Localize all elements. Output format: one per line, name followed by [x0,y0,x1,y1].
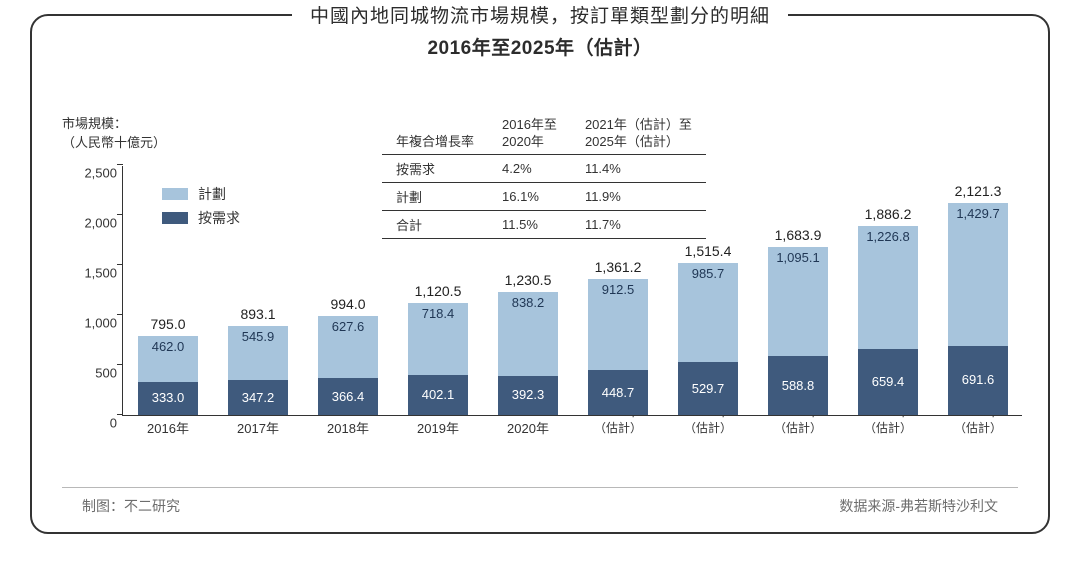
bar-value-top: 912.5 [588,283,648,296]
bar-value-bottom: 392.3 [498,388,558,401]
bar-group: 1,230.5838.2392.3 [498,292,558,415]
xtick-label: 2016年 [123,420,213,437]
bar-segment-top: 1,226.8 [858,226,918,349]
bar-segment-bottom: 529.7 [678,362,738,415]
bar-total-label: 2,121.3 [948,183,1008,199]
bar-group: 893.1545.9347.2 [228,326,288,415]
bar-segment-top: 462.0 [138,336,198,382]
bar-segment-top: 985.7 [678,263,738,362]
bar-total-label: 1,120.5 [408,283,468,299]
footer-right: 数据来源-弗若斯特沙利文 [839,496,998,516]
bar-total-label: 994.0 [318,296,378,312]
bar-value-top: 462.0 [138,340,198,353]
title-block: 中國內地同城物流市場規模，按訂單類型劃分的明細 2016年至2025年（估計） [292,4,788,64]
plot: 05001,0001,5002,0002,5002016年795.0462.03… [122,166,1022,416]
bar-total-label: 893.1 [228,306,288,322]
bar-segment-bottom: 402.1 [408,375,468,415]
bar-segment-bottom: 691.6 [948,346,1008,415]
bar-value-top: 1,226.8 [858,230,918,243]
ytick-label: 0 [83,416,117,431]
footer-divider [62,487,1018,488]
bar-total-label: 795.0 [138,316,198,332]
bar-group: 1,886.21,226.8659.4 [858,226,918,415]
bar-segment-top: 1,429.7 [948,203,1008,346]
bar-value-top: 1,429.7 [948,207,1008,220]
bar-value-bottom: 402.1 [408,388,468,401]
bar-group: 795.0462.0333.0 [138,336,198,415]
bar-group: 1,120.5718.4402.1 [408,303,468,415]
bar-group: 1,683.91,095.1588.8 [768,247,828,415]
ytick-mark [117,364,123,366]
bar-segment-top: 1,095.1 [768,247,828,357]
chart-frame: 中國內地同城物流市場規模，按訂單類型劃分的明細 2016年至2025年（估計） … [30,14,1050,534]
xtick-label: 2017年 [213,420,303,437]
ytick-label: 2,500 [83,166,117,181]
yaxis-label: 市場規模： （人民幣十億元） [62,114,166,152]
bar-group: 994.0627.6366.4 [318,316,378,415]
rate-col1-header: 年複合增長率 [382,112,488,155]
bar-value-bottom: 333.0 [138,391,198,404]
xtick-label: 2018年 [303,420,393,437]
bar-value-bottom: 659.4 [858,375,918,388]
bar-segment-bottom: 588.8 [768,356,828,415]
bar-segment-top: 912.5 [588,279,648,370]
bar-value-bottom: 366.4 [318,390,378,403]
ytick-mark [117,264,123,266]
xtick-label: 2020年 [483,420,573,437]
bar-segment-bottom: 392.3 [498,376,558,415]
ytick-mark [117,214,123,216]
bar-value-bottom: 448.7 [588,386,648,399]
bar-value-top: 838.2 [498,296,558,309]
title-line1: 中國內地同城物流市場規模，按訂單類型劃分的明細 [310,4,770,30]
ytick-label: 2,000 [83,216,117,231]
rate-col3-header: 2021年（估計）至 2025年（估計） [571,112,706,155]
bar-segment-top: 545.9 [228,326,288,381]
bar-total-label: 1,683.9 [768,227,828,243]
bar-group: 1,515.4985.7529.7 [678,263,738,415]
bar-value-bottom: 529.7 [678,382,738,395]
bar-segment-bottom: 366.4 [318,378,378,415]
bar-segment-bottom: 659.4 [858,349,918,415]
xtick-label: 2019年 [393,420,483,437]
ytick-mark [117,164,123,166]
bar-segment-top: 627.6 [318,316,378,379]
bar-value-top: 718.4 [408,307,468,320]
yaxis-label-line2: （人民幣十億元） [62,135,166,150]
bar-value-bottom: 588.8 [768,379,828,392]
yaxis-label-line1: 市場規模： [62,116,127,131]
chart-area: 05001,0001,5002,0002,5002016年795.0462.03… [122,166,1022,446]
bar-total-label: 1,361.2 [588,259,648,275]
bar-value-bottom: 691.6 [948,373,1008,386]
bar-segment-bottom: 333.0 [138,382,198,415]
bar-total-label: 1,886.2 [858,206,918,222]
bar-segment-top: 718.4 [408,303,468,375]
bar-group: 1,361.2912.5448.7 [588,279,648,415]
bar-value-top: 627.6 [318,320,378,333]
bar-group: 2,121.31,429.7691.6 [948,203,1008,415]
rate-col2-header: 2016年至 2020年 [488,112,571,155]
bar-value-top: 985.7 [678,267,738,280]
footer-left: 制图：不二研究 [82,496,180,516]
bar-value-bottom: 347.2 [228,391,288,404]
ytick-label: 1,500 [83,266,117,281]
bar-total-label: 1,230.5 [498,272,558,288]
bar-total-label: 1,515.4 [678,243,738,259]
bar-segment-bottom: 347.2 [228,380,288,415]
bar-segment-bottom: 448.7 [588,370,648,415]
ytick-mark [117,314,123,316]
ytick-mark [117,414,123,416]
title-line2: 2016年至2025年（估計） [310,34,770,64]
bar-segment-top: 838.2 [498,292,558,376]
bar-value-top: 545.9 [228,330,288,343]
bar-value-top: 1,095.1 [768,251,828,264]
ytick-label: 1,000 [83,316,117,331]
ytick-label: 500 [83,366,117,381]
